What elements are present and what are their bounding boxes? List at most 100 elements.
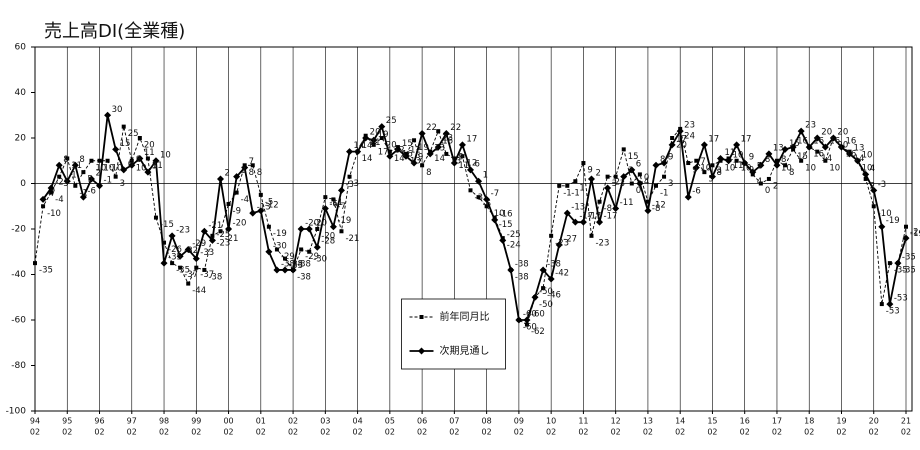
data-label: 14 (362, 154, 373, 164)
x-tick-label: 14 (675, 417, 685, 426)
data-label: 11 (144, 148, 155, 158)
point (549, 233, 554, 238)
data-label: -16 (499, 209, 513, 219)
data-label: -6 (692, 187, 700, 197)
point (273, 266, 281, 274)
point (805, 143, 813, 151)
point (105, 158, 110, 163)
point (797, 127, 805, 135)
x-tick-label: 06 (417, 417, 427, 426)
x-tick-label: 02 (901, 428, 911, 437)
point (65, 156, 70, 161)
data-label: -20 (305, 219, 319, 229)
data-label: 12 (394, 146, 405, 156)
data-label: -13 (257, 203, 271, 213)
x-tick-label: 02 (546, 428, 556, 437)
point (152, 157, 160, 165)
point (137, 136, 142, 140)
point (823, 158, 828, 163)
data-label: 17 (708, 134, 719, 144)
point (467, 166, 474, 174)
point (63, 177, 71, 185)
x-tick-label: 02 (288, 428, 298, 437)
data-label: 13 (773, 143, 784, 153)
data-label: 11 (725, 148, 736, 158)
point (676, 127, 684, 135)
data-label: -5 (265, 197, 273, 207)
point (765, 150, 773, 158)
point (894, 259, 902, 267)
data-label: -50 (539, 300, 553, 310)
data-label: 10 (700, 163, 711, 173)
data-label: 2 (224, 168, 229, 178)
point (870, 186, 878, 194)
point (329, 223, 337, 231)
point (121, 124, 126, 129)
data-label: -23 (595, 238, 609, 248)
point (250, 163, 255, 168)
point (283, 256, 288, 261)
point (581, 161, 586, 166)
legend-marker (418, 347, 425, 355)
point (766, 176, 771, 181)
data-label: -21 (224, 234, 238, 244)
data-label: 17 (466, 134, 477, 144)
data-label: 23 (805, 121, 816, 131)
point (774, 158, 779, 163)
point (670, 136, 675, 140)
data-label: 8 (426, 168, 431, 178)
x-tick-label: 02 (707, 428, 717, 437)
point (541, 286, 546, 291)
data-label: 10 (805, 163, 816, 173)
data-label: 16 (442, 137, 453, 147)
point (410, 159, 418, 167)
data-label: -19 (886, 216, 900, 226)
data-label: -6 (329, 200, 337, 210)
data-label: -4 (241, 195, 249, 205)
point (426, 150, 434, 158)
data-label: -17 (604, 212, 618, 222)
legend-label: 前年同月比 (440, 310, 490, 323)
point (620, 173, 628, 181)
x-tick-label: 11 (578, 417, 588, 426)
point (460, 154, 465, 159)
data-label: 8 (249, 168, 254, 178)
data-label: -42 (555, 269, 569, 279)
data-label: 10 (862, 163, 873, 173)
data-label: -33 (289, 261, 303, 271)
point (81, 170, 86, 175)
point (613, 174, 618, 179)
point (281, 266, 289, 274)
data-label: -44 (192, 286, 206, 296)
data-label: 10 (862, 150, 873, 160)
data-label: 4 (644, 177, 649, 187)
point (694, 158, 699, 163)
data-label: -35 (176, 266, 190, 276)
data-label: -23 (216, 238, 230, 248)
x-tick-label: 02 (514, 428, 524, 437)
data-label: 25 (128, 129, 139, 139)
x-tick-label: 02 (352, 428, 362, 437)
data-label: -29 (281, 252, 295, 262)
point (113, 174, 118, 179)
data-label: 9 (587, 166, 592, 176)
x-tick-label: 02 (482, 428, 492, 437)
data-label: -23 (555, 238, 569, 248)
point (565, 183, 570, 188)
data-label: 20 (837, 128, 848, 138)
point (153, 215, 158, 220)
data-label: 3 (241, 166, 246, 176)
data-label: 22 (426, 123, 437, 133)
x-tick-label: 12 (611, 417, 621, 426)
x-tick-label: 02 (94, 428, 104, 437)
data-label: 25 (386, 116, 397, 126)
data-label: 17 (378, 147, 389, 157)
data-label: 10 (160, 150, 171, 160)
data-label: 14 (434, 154, 445, 164)
point (749, 168, 757, 176)
point (299, 247, 304, 252)
x-tick-label: 16 (740, 417, 750, 426)
x-tick-label: 00 (223, 417, 233, 426)
point (186, 281, 191, 286)
y-tick-label: -80 (11, 361, 26, 371)
